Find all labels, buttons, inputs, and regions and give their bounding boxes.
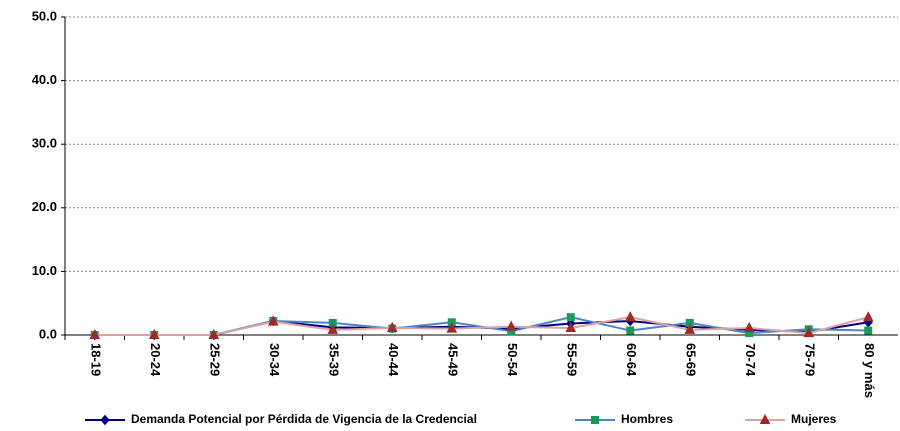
data-point — [148, 328, 160, 339]
data-point — [505, 320, 517, 331]
data-point — [862, 311, 874, 322]
data-point — [624, 311, 636, 322]
data-point — [743, 321, 755, 333]
x-tick-label: 65-69 — [683, 343, 698, 376]
y-tick-label: 30.0 — [32, 136, 57, 151]
x-tick-label: 55-59 — [564, 343, 579, 376]
x-tick-label: 75-79 — [802, 343, 817, 376]
legend-marker — [759, 413, 771, 424]
x-tick-label: 45-49 — [445, 343, 460, 376]
data-point — [386, 321, 398, 333]
x-tick-label: 18-19 — [88, 343, 103, 376]
legend-label: Mujeres — [791, 412, 837, 426]
data-point — [565, 321, 577, 333]
series-line — [94, 316, 869, 336]
x-tick-label: 25-29 — [207, 343, 222, 376]
legend-label: Hombres — [621, 412, 673, 426]
x-tick-label: 80 y más — [862, 343, 877, 398]
data-point — [864, 326, 873, 335]
y-tick-label: 40.0 — [32, 72, 57, 87]
legend-label: Demanda Potencial por Pérdida de Vigenci… — [131, 412, 477, 426]
data-point — [327, 323, 339, 334]
legend-marker — [100, 414, 110, 426]
x-tick-label: 60-64 — [624, 343, 639, 377]
y-tick-label: 10.0 — [32, 263, 57, 278]
data-point — [208, 328, 220, 339]
data-point — [566, 313, 575, 322]
data-point — [446, 322, 458, 333]
y-tick-label: 20.0 — [32, 199, 57, 214]
x-tick-label: 30-34 — [267, 343, 282, 377]
data-point — [803, 327, 815, 338]
x-tick-label: 20-24 — [148, 343, 163, 377]
data-point — [626, 326, 635, 335]
x-tick-label: 70-74 — [743, 343, 758, 377]
x-tick-label: 40-44 — [386, 343, 401, 377]
x-tick-label: 50-54 — [505, 343, 520, 377]
data-point — [267, 315, 279, 326]
x-tick-label: 35-39 — [326, 343, 341, 376]
data-point — [89, 328, 101, 339]
data-point — [684, 323, 696, 334]
legend-marker — [591, 416, 599, 424]
y-tick-label: 50.0 — [32, 8, 57, 23]
y-tick-label: 0.0 — [39, 326, 57, 341]
